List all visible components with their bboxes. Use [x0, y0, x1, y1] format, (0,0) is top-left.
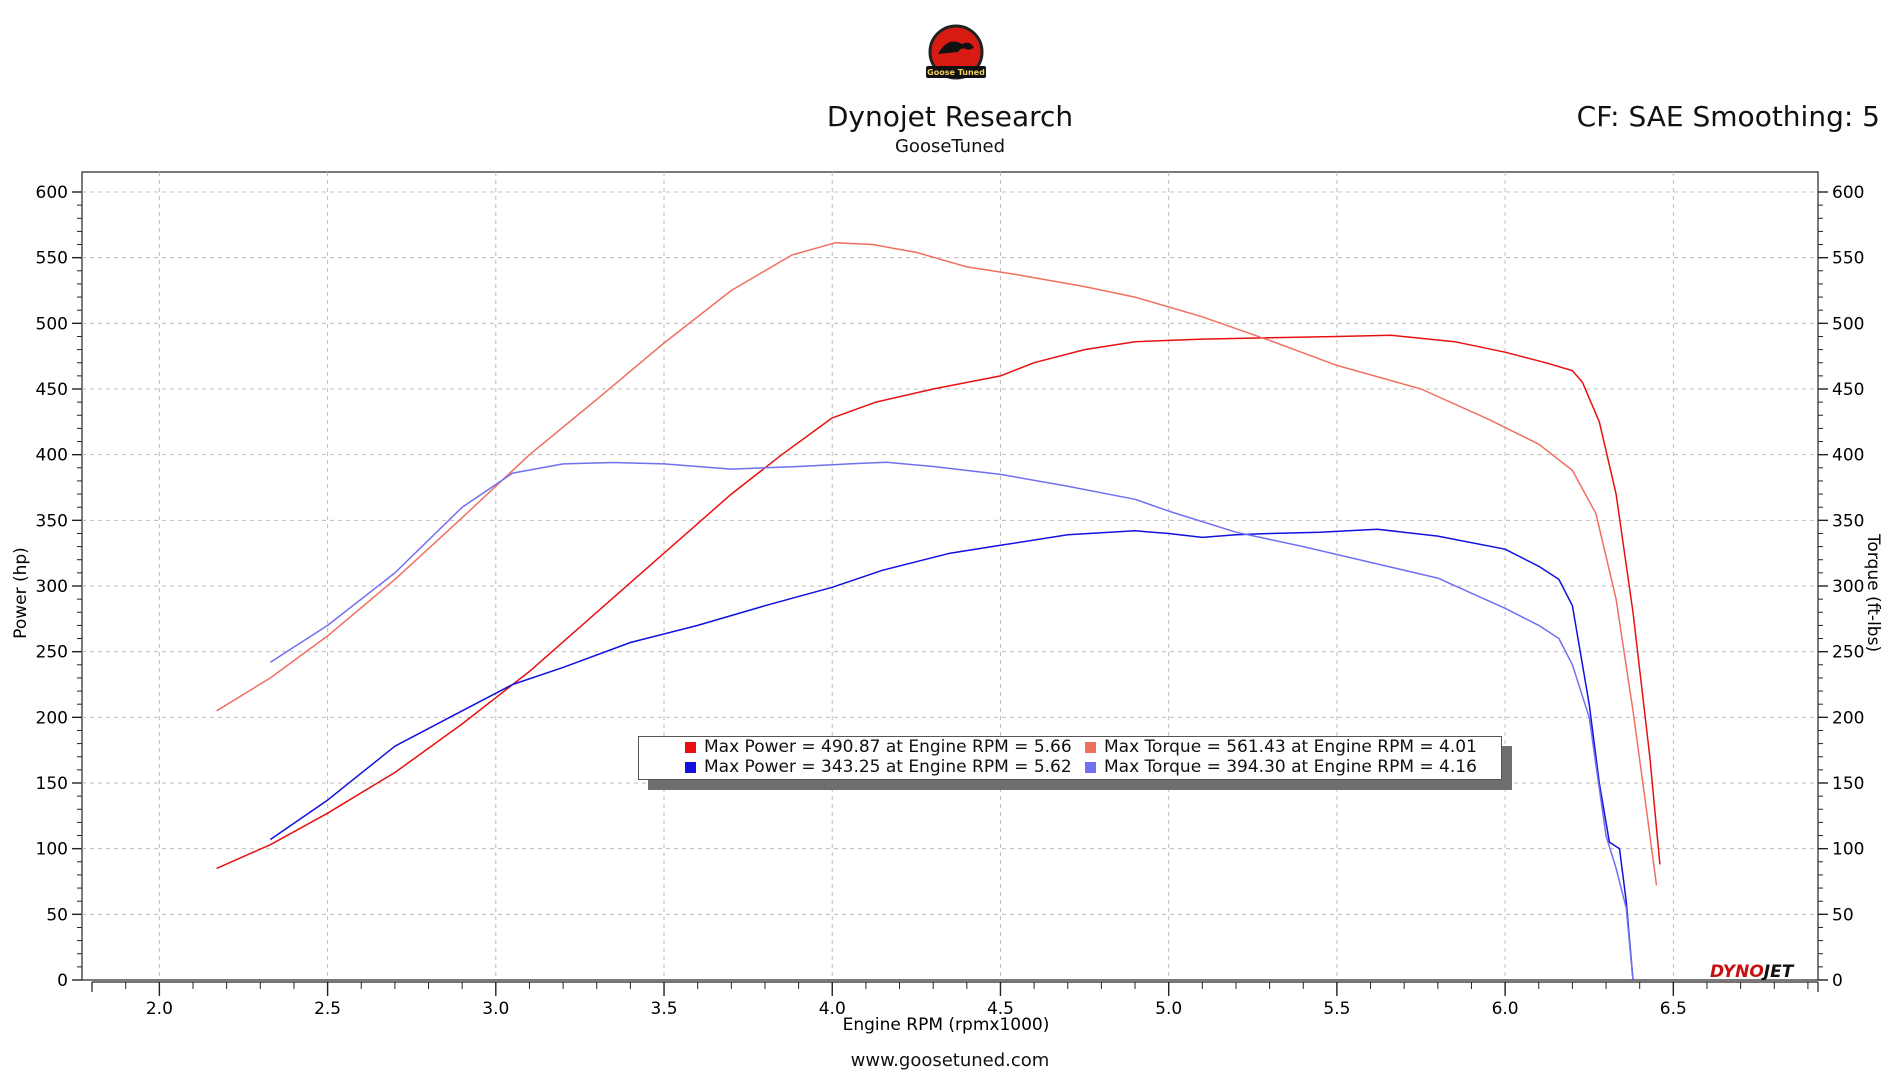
legend-swatch — [1085, 762, 1096, 773]
legend-entry: Max Power = 343.25 at Engine RPM = 5.62 — [685, 757, 1072, 778]
y-tick-label: 450 — [36, 380, 68, 400]
legend-swatch — [1085, 742, 1096, 753]
y2-tick-label: 300 — [1832, 577, 1864, 597]
legend-swatch — [685, 742, 696, 753]
series-line-3 — [269, 528, 1634, 981]
chart-grid — [82, 172, 1818, 980]
y-tick-label: 50 — [46, 905, 68, 925]
series-line-1 — [216, 334, 1661, 870]
y2-tick-label: 400 — [1832, 446, 1864, 466]
plot-area — [81, 171, 1819, 981]
y-tick-label: 100 — [36, 840, 68, 860]
y-tick-label: 0 — [57, 971, 68, 991]
y2-tick-label: 250 — [1832, 643, 1864, 663]
chart-subtitle: GooseTuned — [894, 136, 1005, 157]
y-axis-label: Power (hp) — [11, 547, 31, 639]
y-tick-label: 300 — [36, 577, 68, 597]
footer-url: www.goosetuned.com — [850, 1050, 1050, 1071]
x-tick-label: 6.5 — [1660, 999, 1687, 1019]
legend-label: Max Power = 343.25 at Engine RPM = 5.62 — [704, 757, 1072, 777]
correction-factor-info: CF: SAE Smoothing: 5 — [1576, 100, 1880, 133]
y2-tick-label: 100 — [1832, 840, 1864, 860]
y-tick-label: 350 — [36, 511, 68, 531]
y2-tick-label: 500 — [1832, 314, 1864, 334]
x-tick-label: 4.0 — [819, 999, 846, 1019]
x-tick-label: 5.5 — [1323, 999, 1350, 1019]
x-tick-label: 5.0 — [1155, 999, 1182, 1019]
y2-tick-label: 450 — [1832, 380, 1864, 400]
legend-label: Max Torque = 561.43 at Engine RPM = 4.01 — [1104, 737, 1477, 757]
x-tick-label: 4.5 — [987, 999, 1014, 1019]
legend-entry: Max Torque = 561.43 at Engine RPM = 4.01 — [1085, 737, 1477, 758]
legend: Max Power = 490.87 at Engine RPM = 5.66 … — [638, 736, 1502, 780]
logo-text: Goose Tuned — [927, 68, 985, 77]
x-tick-label: 3.5 — [651, 999, 678, 1019]
y-tick-label: 600 — [36, 183, 68, 203]
y2-tick-label: 550 — [1832, 249, 1864, 269]
y2-axis-label: Torque (ft-lbs) — [1863, 533, 1883, 652]
brand-part1: DYNO — [1710, 962, 1764, 982]
y2-tick-label: 0 — [1832, 971, 1843, 991]
x-tick-label: 3.0 — [482, 999, 509, 1019]
y-tick-label: 200 — [36, 708, 68, 728]
legend-label: Max Power = 490.87 at Engine RPM = 5.66 — [704, 737, 1072, 757]
legend-label: Max Torque = 394.30 at Engine RPM = 4.16 — [1104, 757, 1477, 777]
x-tick-label: 6.0 — [1492, 999, 1519, 1019]
y2-tick-label: 200 — [1832, 708, 1864, 728]
y-tick-label: 500 — [36, 314, 68, 334]
y2-tick-label: 150 — [1832, 774, 1864, 794]
chart-lines — [216, 241, 1661, 981]
y-tick-label: 250 — [36, 643, 68, 663]
dynojet-brand-logo: DYNOJET — [1710, 962, 1793, 982]
y2-tick-label: 50 — [1832, 905, 1854, 925]
series-line-4 — [269, 461, 1634, 981]
y2-tick-label: 600 — [1832, 183, 1864, 203]
chart-title: Dynojet Research — [826, 100, 1074, 133]
x-tick-label: 2.0 — [146, 999, 173, 1019]
legend-entry: Max Torque = 394.30 at Engine RPM = 4.16 — [1085, 757, 1477, 778]
y-tick-label: 550 — [36, 249, 68, 269]
series-line-2 — [216, 241, 1658, 886]
brand-part2: JET — [1763, 962, 1794, 982]
x-axis-label: Engine RPM (rpmx1000) — [843, 1015, 1050, 1035]
goose-tuned-logo: Goose Tuned — [918, 20, 994, 80]
legend-entry: Max Power = 490.87 at Engine RPM = 5.66 — [685, 737, 1072, 758]
x-tick-label: 2.5 — [314, 999, 341, 1019]
y2-tick-label: 350 — [1832, 511, 1864, 531]
legend-swatch — [685, 762, 696, 773]
y-tick-label: 400 — [36, 446, 68, 466]
y-tick-label: 150 — [36, 774, 68, 794]
